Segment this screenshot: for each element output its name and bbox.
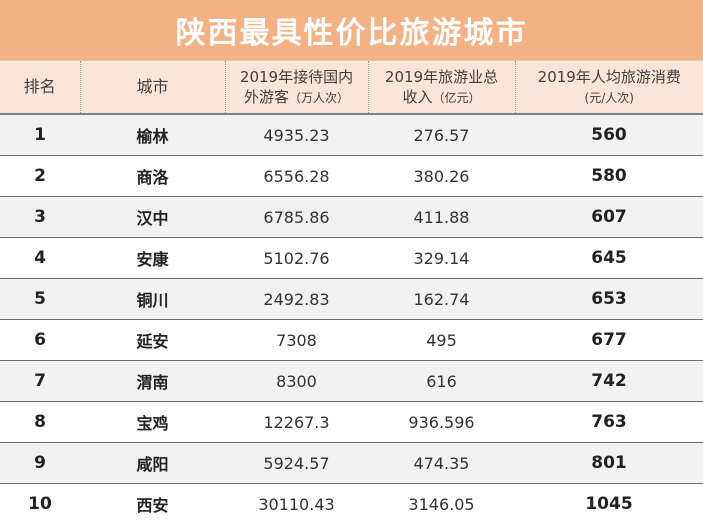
table-header: 排名 城市 2019年接待国内 外游客（万人次） 2019年旅游业总 收入（亿元…: [0, 61, 703, 114]
cell-cost: 607: [515, 197, 703, 238]
cell-revenue: 411.88: [368, 197, 515, 238]
cell-rank: 9: [0, 443, 80, 484]
cell-rank: 7: [0, 361, 80, 402]
cell-city: 汉中: [80, 197, 225, 238]
header-revenue-line1: 2019年旅游业总: [369, 67, 515, 87]
table-row: 7 渭南 8300 616 742: [0, 361, 703, 402]
cell-revenue: 162.74: [368, 279, 515, 320]
cell-revenue: 329.14: [368, 238, 515, 279]
cell-city: 宝鸡: [80, 402, 225, 443]
cell-cost: 742: [515, 361, 703, 402]
cell-rank: 6: [0, 320, 80, 361]
cell-visitors: 8300: [225, 361, 368, 402]
table-row: 1 榆林 4935.23 276.57 560: [0, 114, 703, 156]
cell-visitors: 5102.76: [225, 238, 368, 279]
header-visitors-line2: 外游客: [244, 88, 289, 106]
cell-city: 渭南: [80, 361, 225, 402]
table-row: 10 西安 30110.43 3146.05 1045: [0, 484, 703, 524]
header-cost: 2019年人均旅游消费 (元/人次): [515, 61, 703, 114]
table-row: 4 安康 5102.76 329.14 645: [0, 238, 703, 279]
cell-revenue: 380.26: [368, 156, 515, 197]
table-row: 9 咸阳 5924.57 474.35 801: [0, 443, 703, 484]
cell-revenue: 495: [368, 320, 515, 361]
header-cost-unit: (元/人次): [585, 91, 634, 105]
cell-visitors: 30110.43: [225, 484, 368, 524]
cell-cost: 677: [515, 320, 703, 361]
header-row: 排名 城市 2019年接待国内 外游客（万人次） 2019年旅游业总 收入（亿元…: [0, 61, 703, 114]
cell-visitors: 2492.83: [225, 279, 368, 320]
cell-cost: 645: [515, 238, 703, 279]
header-visitors: 2019年接待国内 外游客（万人次）: [225, 61, 368, 114]
cell-cost: 653: [515, 279, 703, 320]
header-cost-line1: 2019年人均旅游消费: [516, 67, 703, 87]
cell-visitors: 7308: [225, 320, 368, 361]
cell-revenue: 276.57: [368, 114, 515, 156]
cell-city: 商洛: [80, 156, 225, 197]
cell-visitors: 4935.23: [225, 114, 368, 156]
cell-rank: 8: [0, 402, 80, 443]
cell-city: 安康: [80, 238, 225, 279]
table-row: 6 延安 7308 495 677: [0, 320, 703, 361]
header-city: 城市: [80, 61, 225, 114]
cell-city: 铜川: [80, 279, 225, 320]
table-body: 1 榆林 4935.23 276.57 560 2 商洛 6556.28 380…: [0, 114, 703, 524]
cell-revenue: 936.596: [368, 402, 515, 443]
cell-city: 咸阳: [80, 443, 225, 484]
cell-city: 延安: [80, 320, 225, 361]
ranking-table: 排名 城市 2019年接待国内 外游客（万人次） 2019年旅游业总 收入（亿元…: [0, 61, 703, 524]
cell-revenue: 474.35: [368, 443, 515, 484]
header-revenue-line2: 收入: [402, 88, 432, 106]
cell-cost: 560: [515, 114, 703, 156]
cell-rank: 5: [0, 279, 80, 320]
cell-rank: 10: [0, 484, 80, 524]
cell-revenue: 616: [368, 361, 515, 402]
cell-rank: 1: [0, 114, 80, 156]
table-row: 2 商洛 6556.28 380.26 580: [0, 156, 703, 197]
header-revenue-unit: （亿元）: [433, 91, 481, 105]
header-revenue: 2019年旅游业总 收入（亿元）: [368, 61, 515, 114]
cell-visitors: 5924.57: [225, 443, 368, 484]
cell-revenue: 3146.05: [368, 484, 515, 524]
table-row: 5 铜川 2492.83 162.74 653: [0, 279, 703, 320]
cell-cost: 580: [515, 156, 703, 197]
header-city-label: 城市: [136, 77, 168, 96]
cell-visitors: 6556.28: [225, 156, 368, 197]
cell-cost: 763: [515, 402, 703, 443]
table-title: 陕西最具性价比旅游城市: [0, 0, 703, 61]
cell-rank: 3: [0, 197, 80, 238]
cell-rank: 2: [0, 156, 80, 197]
cell-visitors: 6785.86: [225, 197, 368, 238]
cell-visitors: 12267.3: [225, 402, 368, 443]
header-visitors-line1: 2019年接待国内: [226, 67, 368, 87]
cell-cost: 801: [515, 443, 703, 484]
header-rank: 排名: [0, 61, 80, 114]
cell-rank: 4: [0, 238, 80, 279]
cell-city: 西安: [80, 484, 225, 524]
cell-cost: 1045: [515, 484, 703, 524]
header-visitors-unit: （万人次）: [289, 91, 349, 105]
cell-city: 榆林: [80, 114, 225, 156]
header-rank-label: 排名: [24, 77, 56, 96]
table-row: 8 宝鸡 12267.3 936.596 763: [0, 402, 703, 443]
table-row: 3 汉中 6785.86 411.88 607: [0, 197, 703, 238]
